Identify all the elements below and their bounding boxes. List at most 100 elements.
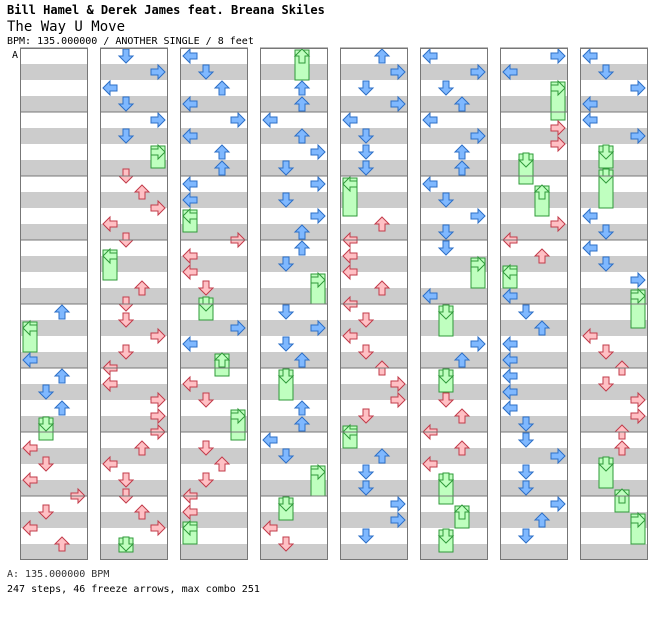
down-arrow-icon xyxy=(117,48,135,64)
beat-stripe xyxy=(340,544,408,560)
down-arrow-icon xyxy=(197,392,215,408)
down-arrow-icon xyxy=(357,408,375,424)
beat-stripe xyxy=(20,480,88,496)
freeze-head-icon xyxy=(310,463,326,481)
left-arrow-icon xyxy=(102,375,118,393)
freeze-head-icon xyxy=(117,536,135,552)
beat-stripe xyxy=(20,544,88,560)
beat-stripe xyxy=(420,416,488,432)
right-arrow-icon xyxy=(150,327,166,345)
beat-stripe xyxy=(500,320,568,336)
down-arrow-icon xyxy=(517,464,535,480)
beat-stripe xyxy=(500,352,568,368)
up-arrow-icon xyxy=(293,416,311,432)
beat-stripe xyxy=(420,96,488,112)
left-arrow-icon xyxy=(422,47,438,65)
up-arrow-icon xyxy=(373,48,391,64)
right-arrow-icon xyxy=(550,135,566,153)
chart-column xyxy=(580,48,648,560)
right-arrow-icon xyxy=(150,391,166,409)
beat-stripe xyxy=(340,480,408,496)
down-arrow-icon xyxy=(277,536,295,552)
down-arrow-icon xyxy=(117,472,135,488)
beat-stripe xyxy=(180,64,248,80)
beat-stripe xyxy=(20,352,88,368)
beat-stripe xyxy=(260,320,328,336)
down-arrow-icon xyxy=(117,128,135,144)
down-arrow-icon xyxy=(197,440,215,456)
beat-stripe xyxy=(260,256,328,272)
beat-stripe xyxy=(100,352,168,368)
freeze-head-icon xyxy=(502,263,518,281)
beat-stripe xyxy=(20,384,88,400)
down-arrow-icon xyxy=(357,344,375,360)
left-arrow-icon xyxy=(342,263,358,281)
beat-stripe xyxy=(100,64,168,80)
down-arrow-icon xyxy=(357,480,375,496)
left-arrow-icon xyxy=(502,351,518,369)
beat-stripe xyxy=(180,96,248,112)
beat-stripe xyxy=(340,64,408,80)
up-arrow-icon xyxy=(613,440,631,456)
chart-column xyxy=(260,48,328,560)
left-arrow-icon xyxy=(22,471,38,489)
freeze-head-icon xyxy=(437,368,455,384)
left-arrow-icon xyxy=(582,47,598,65)
left-arrow-icon xyxy=(182,263,198,281)
up-arrow-icon xyxy=(373,280,391,296)
down-arrow-icon xyxy=(357,160,375,176)
down-arrow-icon xyxy=(277,160,295,176)
down-arrow-icon xyxy=(277,448,295,464)
up-arrow-icon xyxy=(453,96,471,112)
freeze-head-icon xyxy=(213,352,231,368)
right-arrow-icon xyxy=(310,143,326,161)
down-arrow-icon xyxy=(437,392,455,408)
right-arrow-icon xyxy=(150,63,166,81)
down-arrow-icon xyxy=(357,80,375,96)
down-arrow-icon xyxy=(517,480,535,496)
left-arrow-icon xyxy=(262,431,278,449)
beat-stripe xyxy=(580,448,648,464)
right-arrow-icon xyxy=(550,495,566,513)
freeze-head-icon xyxy=(230,407,246,425)
beat-stripe xyxy=(260,512,328,528)
up-arrow-icon xyxy=(213,160,231,176)
beat-stripe xyxy=(180,160,248,176)
beat-stripe xyxy=(100,192,168,208)
freeze-head-icon xyxy=(310,271,326,289)
right-arrow-icon xyxy=(390,495,406,513)
chart-column xyxy=(500,48,568,560)
beat-stripe xyxy=(180,448,248,464)
up-arrow-icon xyxy=(533,320,551,336)
beat-stripe xyxy=(260,160,328,176)
left-arrow-icon xyxy=(342,247,358,265)
beat-stripe xyxy=(500,384,568,400)
beat-stripe xyxy=(100,288,168,304)
beat-stripe xyxy=(580,384,648,400)
up-arrow-icon xyxy=(293,400,311,416)
up-arrow-icon xyxy=(213,80,231,96)
beat-stripe xyxy=(580,128,648,144)
beat-stripe xyxy=(100,448,168,464)
beat-stripe xyxy=(580,160,648,176)
up-arrow-icon xyxy=(453,440,471,456)
beat-stripe xyxy=(260,224,328,240)
beat-stripe xyxy=(340,128,408,144)
beat-stripe xyxy=(340,256,408,272)
beat-stripe xyxy=(500,128,568,144)
right-arrow-icon xyxy=(390,391,406,409)
freeze-head-icon xyxy=(597,456,615,472)
beat-stripe xyxy=(340,320,408,336)
right-arrow-icon xyxy=(390,63,406,81)
left-arrow-icon xyxy=(502,399,518,417)
beat-stripe xyxy=(420,512,488,528)
beat-stripe xyxy=(100,512,168,528)
left-arrow-icon xyxy=(182,335,198,353)
beat-stripe xyxy=(260,544,328,560)
beat-stripe xyxy=(20,160,88,176)
beat-stripe xyxy=(260,192,328,208)
freeze-head-icon xyxy=(150,143,166,161)
song-artist: Bill Hamel & Derek James feat. Breana Sk… xyxy=(7,3,325,17)
left-arrow-icon xyxy=(502,335,518,353)
down-arrow-icon xyxy=(517,304,535,320)
